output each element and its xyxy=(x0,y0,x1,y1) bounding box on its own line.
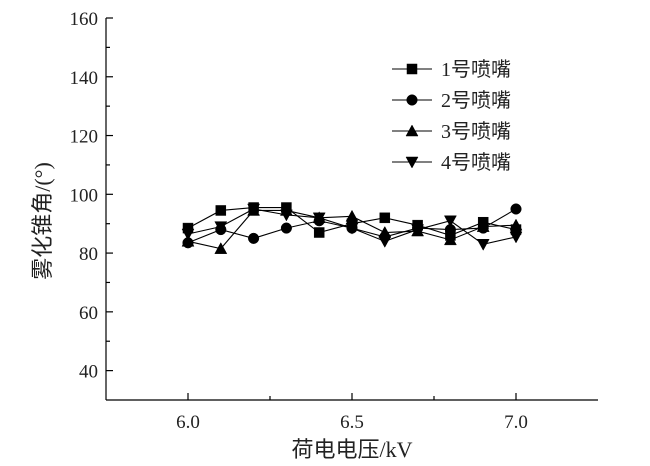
data-point xyxy=(411,224,425,237)
data-point xyxy=(279,209,293,222)
x-tick-label: 7.0 xyxy=(504,412,528,433)
y-tick-label: 100 xyxy=(70,185,99,206)
data-point xyxy=(280,222,292,234)
data-point xyxy=(248,232,260,244)
y-tick-label: 60 xyxy=(79,303,98,324)
y-tick-label: 160 xyxy=(70,9,99,30)
x-tick-label: 6.5 xyxy=(340,412,364,433)
legend-label: 3号喷嘴 xyxy=(441,120,511,143)
data-point xyxy=(510,203,522,215)
data-point xyxy=(313,227,325,238)
x-ticks: 6.0 6.5 7.0 xyxy=(176,393,528,433)
data-point xyxy=(509,218,523,231)
data-point xyxy=(181,234,195,247)
y-tick-label: 40 xyxy=(79,362,98,383)
y-axis-title: 雾化锥角/(°) xyxy=(30,162,55,280)
x-tick-label: 6.0 xyxy=(176,412,200,433)
data-point xyxy=(345,209,359,222)
data-point xyxy=(476,239,490,251)
legend-marker xyxy=(406,94,418,106)
legend-item: 4号喷嘴 xyxy=(392,151,511,174)
data-point xyxy=(215,205,227,216)
data-point xyxy=(312,212,326,225)
data-point xyxy=(476,220,490,232)
data-point xyxy=(378,236,392,248)
data-point xyxy=(214,242,228,254)
legend-item: 3号喷嘴 xyxy=(392,120,511,143)
data-point xyxy=(214,221,228,234)
data-point xyxy=(181,228,195,241)
x-axis-title: 荷电电压/kV xyxy=(291,437,412,462)
data-point xyxy=(509,231,523,244)
legend-label: 2号喷嘴 xyxy=(441,89,511,112)
legend-item: 2号喷嘴 xyxy=(392,89,511,112)
series-layer xyxy=(181,202,523,254)
legend-label: 1号喷嘴 xyxy=(441,58,511,81)
y-ticks: 40 60 80 100 120 140 160 xyxy=(70,9,113,383)
data-point xyxy=(443,233,457,246)
legend: 1号喷嘴 2号喷嘴 3号喷嘴 4号喷嘴 xyxy=(392,58,511,174)
y-tick-label: 120 xyxy=(70,127,99,148)
series-3 xyxy=(181,203,523,254)
data-point xyxy=(379,212,391,224)
legend-marker xyxy=(405,156,419,169)
data-point xyxy=(247,203,261,216)
legend-marker xyxy=(405,124,419,137)
y-tick-label: 140 xyxy=(70,68,99,89)
legend-label: 4号喷嘴 xyxy=(441,151,511,174)
legend-marker xyxy=(406,63,418,75)
y-tick-label: 80 xyxy=(79,244,98,265)
legend-item: 1号喷嘴 xyxy=(392,58,511,81)
data-point xyxy=(443,215,457,228)
axes xyxy=(105,18,598,401)
series-4 xyxy=(181,203,523,251)
data-point xyxy=(345,222,359,235)
